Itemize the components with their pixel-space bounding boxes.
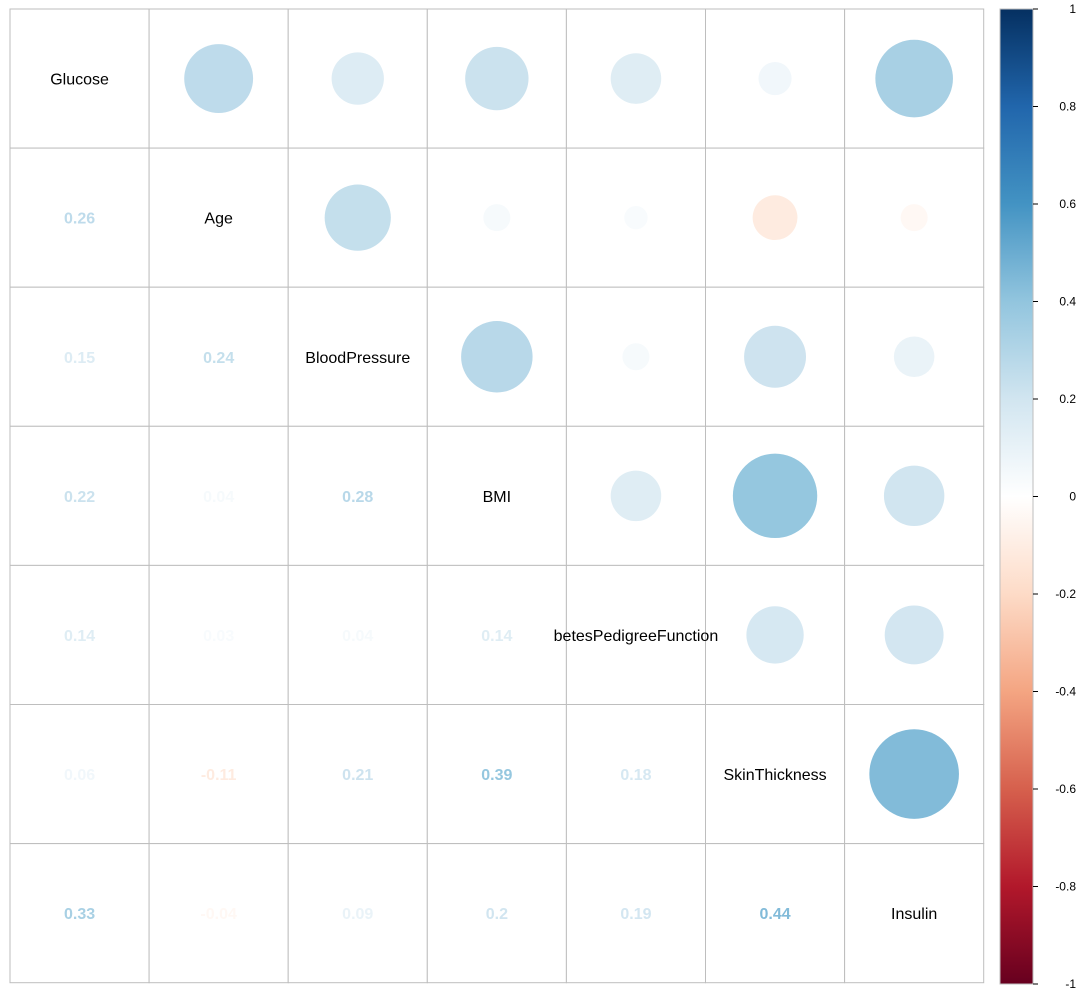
colorbar-tick-label: 0 (1069, 490, 1076, 504)
grid-cell (565, 704, 707, 845)
correlation-value: -0.04 (200, 906, 237, 923)
grid-cell (9, 286, 150, 427)
grid-cell (148, 286, 289, 427)
grid-cell (9, 8, 150, 149)
correlation-circle (893, 336, 935, 378)
grid-cell (287, 564, 428, 706)
correlation-value: 0.33 (64, 906, 95, 923)
correlation-value: 0.14 (64, 628, 95, 645)
colorbar-tick-label: -0.4 (1055, 685, 1076, 699)
correlation-value: 0.09 (342, 906, 373, 923)
grid-cell (426, 704, 567, 845)
grid-cell (565, 843, 707, 984)
correlation-value: 0.2 (486, 906, 508, 923)
correlation-value: -0.11 (201, 767, 237, 784)
grid-cell (426, 843, 567, 984)
colorbar-tick-label: -0.6 (1055, 782, 1076, 796)
diagonal-label: BMI (483, 489, 511, 506)
correlation-value: 0.06 (64, 767, 95, 784)
correlation-circle (465, 46, 529, 111)
correlation-value: 0.04 (203, 489, 234, 506)
colorbar-tick-label: -0.8 (1055, 880, 1076, 894)
grid-cell (844, 147, 985, 288)
colorbar-tick-label: 1 (1069, 2, 1076, 16)
diagonal-label: BloodPressure (305, 350, 410, 367)
correlation-value: 0.18 (620, 767, 651, 784)
correlation-circle (324, 184, 391, 251)
colorbar-tick-label: 0.2 (1059, 392, 1076, 406)
grid-cell (287, 704, 428, 845)
correlation-value: 0.24 (203, 350, 234, 367)
correlation-value: 0.04 (342, 628, 373, 645)
correlation-circle (610, 53, 662, 104)
correlation-value: 0.19 (620, 906, 651, 923)
correlation-circle (875, 39, 953, 118)
correlation-value: 0.03 (203, 628, 234, 645)
diagonal-label: Age (204, 211, 233, 228)
correlation-circle (624, 205, 648, 230)
grid-cell (9, 564, 150, 706)
diagonal-label: betesPedigreeFunction (554, 628, 719, 645)
correlation-value: 0.21 (342, 767, 373, 784)
colorbar-tick-label: 0.8 (1059, 100, 1076, 114)
correlation-circle (869, 729, 959, 819)
grid-cell (148, 425, 289, 566)
grid-cell (9, 704, 150, 845)
correlation-circle (331, 52, 384, 105)
correlation-circle (610, 470, 662, 522)
correlation-value: 0.39 (481, 767, 512, 784)
colorbar-tick-label: -1 (1065, 977, 1076, 991)
diagonal-label: SkinThickness (723, 767, 826, 784)
grid-cells (9, 8, 985, 984)
correlation-circle (622, 343, 650, 371)
correlation-circle (900, 204, 928, 232)
correlation-circle (461, 321, 533, 393)
colorbar-tick-label: 0.6 (1059, 197, 1076, 211)
correlation-value: 0.14 (481, 628, 512, 645)
correlation-circle (744, 325, 807, 388)
grid-cell (287, 843, 428, 984)
correlation-circle (184, 44, 254, 113)
grid-cell (287, 286, 428, 427)
correlation-circle (752, 195, 798, 241)
correlation-value: 0.44 (759, 906, 790, 923)
correlation-circle (746, 606, 804, 664)
grid-cell (705, 843, 846, 984)
grid-cell (148, 704, 289, 845)
grid-cell (426, 425, 567, 566)
colorbar-tick-label: 0.4 (1059, 295, 1076, 309)
diagonal-label: Insulin (891, 906, 937, 923)
correlation-circle (483, 204, 511, 232)
grid-cell (844, 843, 985, 984)
colorbar-gradient (999, 8, 1034, 985)
grid-cell (9, 147, 150, 288)
correlation-circle (883, 465, 945, 527)
correlation-circle (758, 62, 792, 96)
grid-cell (9, 425, 150, 566)
colorbar: 1 0.8 0.6 0.4 0.2 0 -0.2 -0.4 -0.6 -0.8 -1 (999, 2, 1076, 991)
diagonal-label: Glucose (50, 72, 109, 89)
marks: Glucose 0.26 Age 0.15 0.24 BloodPressure 0.22 0… (50, 39, 959, 923)
correlation-circle (884, 605, 944, 665)
correlation-value: 0.26 (64, 211, 95, 228)
correlation-circle (732, 453, 818, 539)
correlation-value: 0.15 (64, 350, 95, 367)
grid-cell (9, 843, 150, 984)
colorbar-tick-label: -0.2 (1055, 587, 1076, 601)
correlation-value: 0.28 (342, 489, 373, 506)
correlation-value: 0.22 (64, 489, 95, 506)
